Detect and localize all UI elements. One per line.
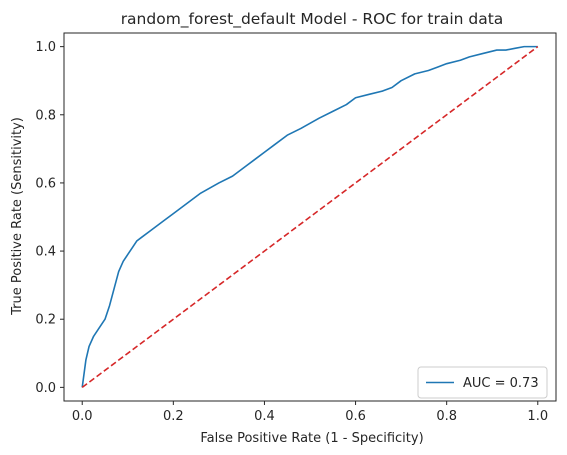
legend-box bbox=[417, 366, 548, 399]
roc-curve-line bbox=[81, 45, 538, 388]
legend-entry-auc: AUC = 0.73 bbox=[463, 376, 539, 391]
y-tick-label: 0.0 bbox=[35, 381, 56, 396]
y-tick-label: 0.4 bbox=[35, 245, 56, 260]
random-classifier-diagonal bbox=[81, 45, 539, 389]
y-tick-label: 1.0 bbox=[35, 40, 56, 55]
y-tick-label: 0.8 bbox=[35, 108, 56, 123]
y-tick-label: 0.6 bbox=[35, 176, 56, 191]
x-tick-label: 0.0 bbox=[72, 409, 93, 424]
x-tick-label: 0.8 bbox=[436, 409, 457, 424]
tick-layer: 0.0 0.2 0.4 0.6 0.8 1.0 0.0 0.2 0.4 0.6 0.8 1.0 bbox=[35, 40, 548, 424]
x-tick-label: 1.0 bbox=[527, 409, 548, 424]
y-tick-label: 0.2 bbox=[35, 313, 56, 328]
x-tick-label: 0.6 bbox=[345, 409, 366, 424]
x-axis-label: False Positive Rate (1 - Specificity) bbox=[200, 431, 423, 446]
series-layer bbox=[81, 45, 539, 389]
x-tick-label: 0.2 bbox=[163, 409, 184, 424]
legend: AUC = 0.73 bbox=[417, 366, 548, 399]
chart-title: random_forest_default Model - ROC for tr… bbox=[121, 10, 504, 29]
x-tick-label: 0.4 bbox=[254, 409, 275, 424]
plot-frame bbox=[63, 32, 557, 402]
y-axis-label: True Positive Rate (Sensitivity) bbox=[10, 117, 25, 316]
